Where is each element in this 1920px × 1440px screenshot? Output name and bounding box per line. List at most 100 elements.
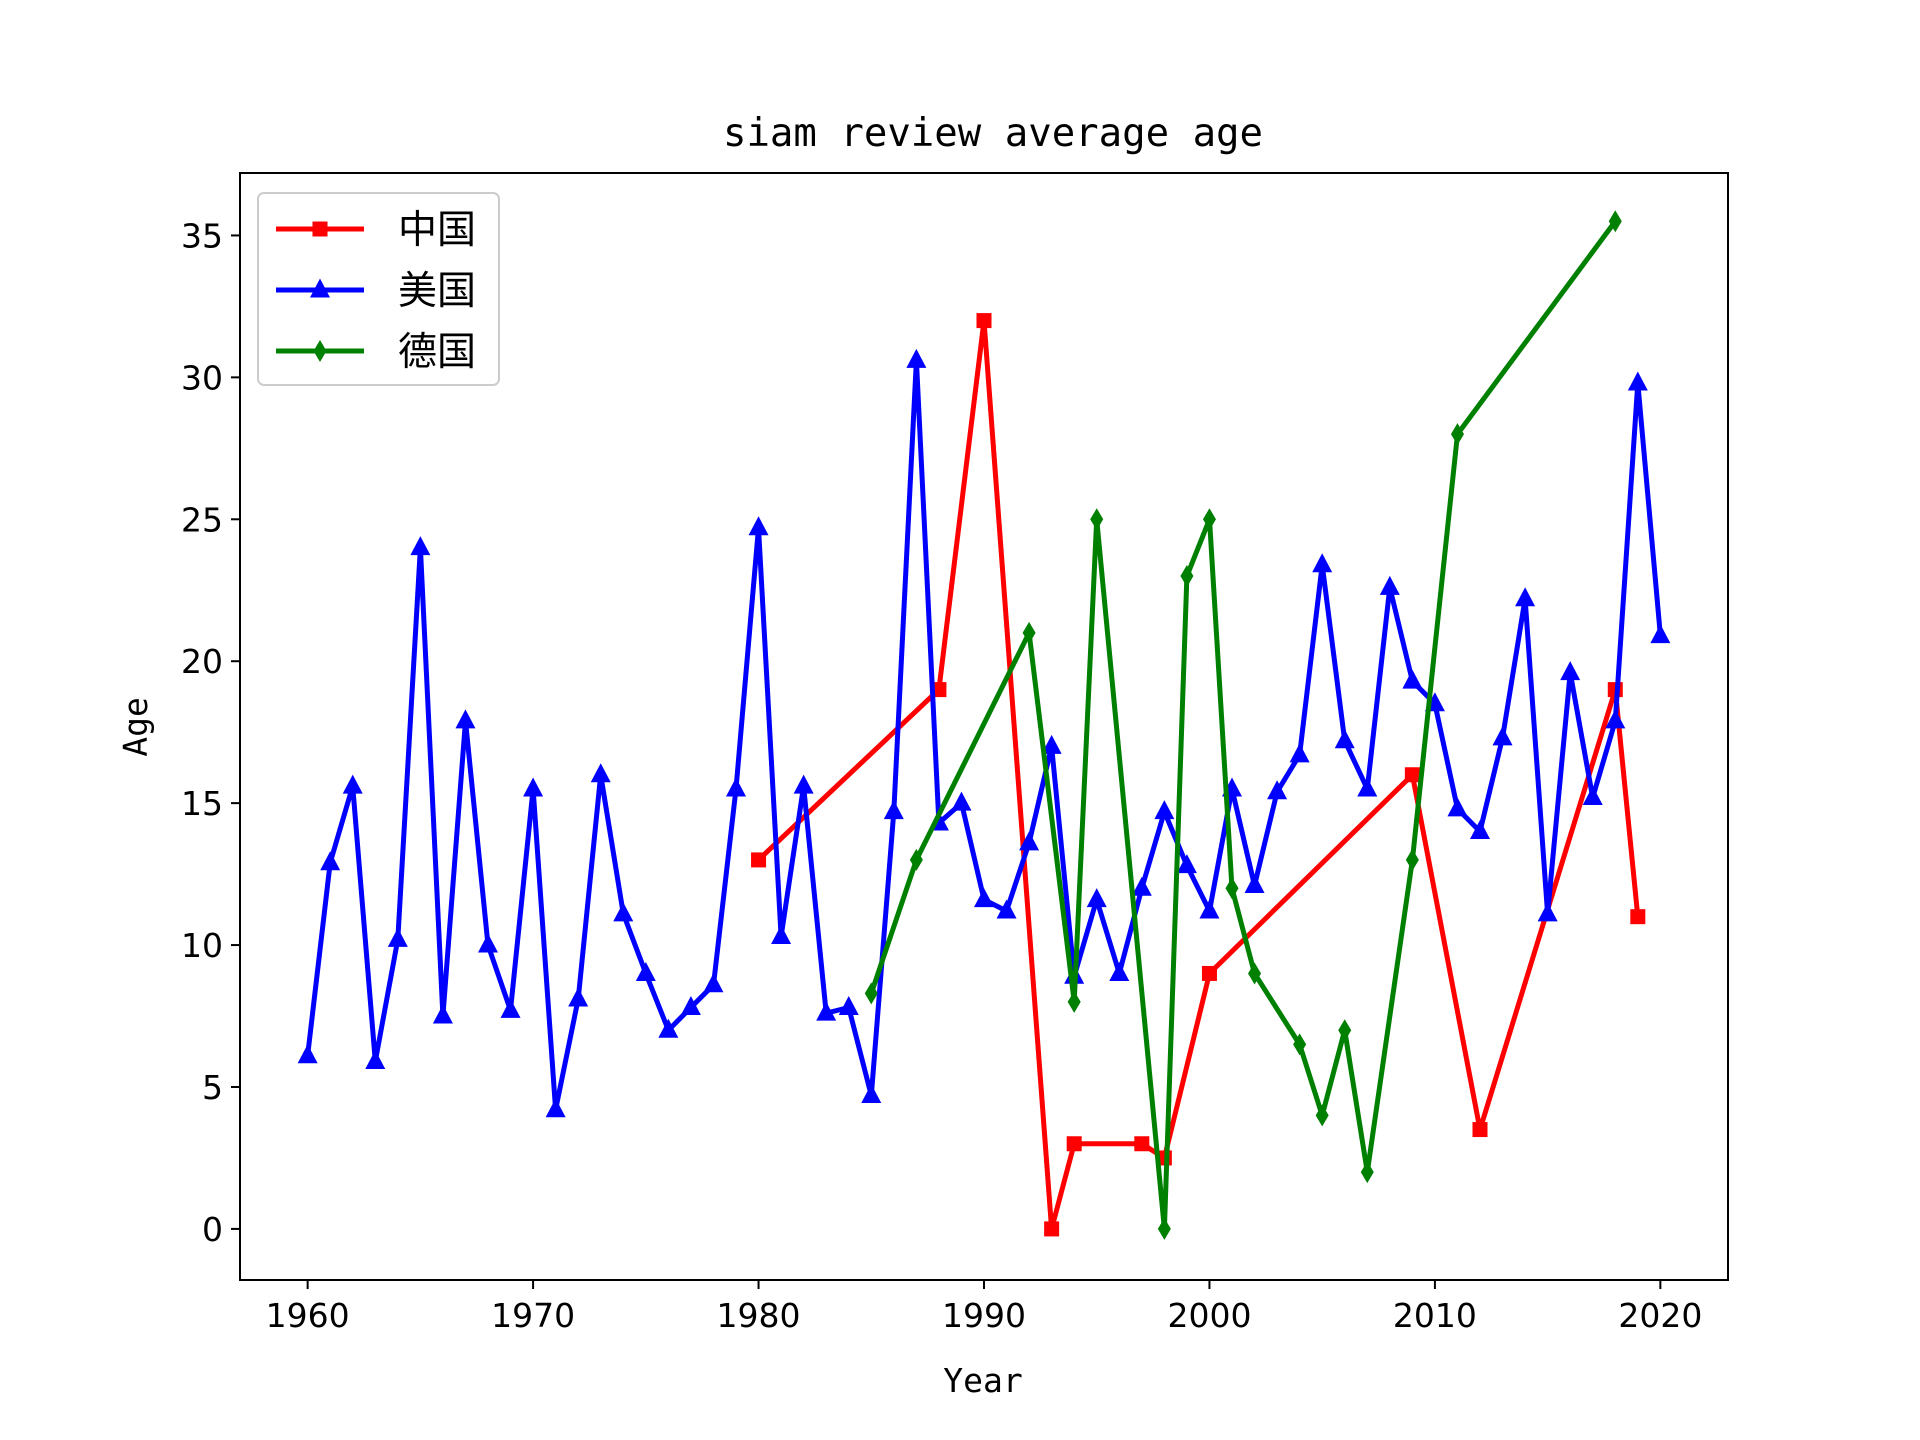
series-2-point [523,777,544,797]
x-tick-label: 1970 [491,1296,575,1335]
series-2-point [387,927,408,947]
series-3-point [1022,621,1036,644]
x-tick-label: 2010 [1393,1296,1477,1335]
series-2-point [613,902,634,922]
series-2-point [1289,743,1310,763]
series-1-line [754,318,1641,1232]
series-2-point [365,1049,386,1069]
x-axis: 1960 1970 1980 1990 2000 2010 2020 [266,1280,1702,1335]
legend-item: 中国 [276,208,476,253]
series-2-point [726,777,746,797]
series-2-point [838,996,859,1016]
series-1-point [1630,909,1646,925]
series-1-point [1066,1136,1082,1152]
series-1-point [1134,1136,1150,1152]
x-tick-label: 2000 [1167,1296,1251,1335]
series-3-point [1360,1161,1374,1184]
series-3-point [1067,990,1081,1013]
legend-label: 美国 [398,269,476,314]
series-2-group [297,348,1671,1118]
series-2-point [974,888,994,908]
series-1-point [976,313,992,329]
series-2-point [590,763,611,783]
series-1-point [1472,1122,1488,1138]
legend-marker [313,340,327,362]
series-2-point [658,1018,679,1038]
y-tick-label: 30 [181,358,223,397]
series-2-point [1537,902,1558,922]
x-tick-label: 1960 [266,1296,350,1335]
series-3-point [1180,565,1194,588]
series-3-point [1157,1217,1171,1240]
series-3-point [909,848,923,871]
series-3-point [1248,962,1262,985]
series-1-point [1404,767,1420,783]
series-2-point [1447,797,1468,817]
series-2-point [1154,800,1175,820]
series-2-point [1199,899,1220,919]
series-2-point [1109,961,1130,981]
legend-item: 德国 [276,330,476,375]
series-2-point [1470,820,1490,840]
series-2-point [680,996,701,1016]
series-1-point [931,682,947,698]
series-3-point [1315,1104,1329,1127]
series-2-point [500,998,521,1018]
series-2-point [568,987,589,1007]
y-tick-label: 25 [181,500,223,539]
series-2-point [1379,575,1400,595]
legend-label: 中国 [398,208,476,253]
y-tick-label: 10 [181,926,223,965]
series-2-point [1492,726,1513,746]
legend-label: 德国 [398,330,476,375]
series-3-point [864,982,878,1005]
x-axis-label: Year [943,1361,1022,1400]
series-3-group [864,210,1622,1240]
legend-marker [310,278,330,298]
series-2-point [1086,888,1107,908]
series-2-point [1267,780,1288,800]
series-3-point [1293,1033,1307,1056]
series-2-point [1627,371,1648,391]
series-3-point [1090,508,1104,531]
series-2-point [545,1098,566,1118]
plot-area [297,210,1671,1240]
series-2-point [1650,624,1671,644]
series-2-point [1334,729,1355,749]
series-2-point [793,774,814,794]
x-tick-label: 1990 [942,1296,1026,1335]
y-tick-label: 0 [202,1210,223,1249]
series-2-point [1357,777,1378,797]
y-tick-label: 35 [181,216,223,255]
series-2-point [297,1044,318,1064]
series-2-point [1605,709,1626,729]
series-1-point [1201,965,1217,981]
series-2-point [861,1084,882,1103]
series-3-point [1405,848,1419,871]
series-2-point [883,800,904,820]
series-2-point [703,973,724,993]
series-2-point [771,925,792,945]
series-2-point [816,1001,837,1021]
series-3-point [1225,877,1239,900]
series-2-point [1176,854,1197,874]
series-2-point [748,516,769,536]
series-1-point [751,852,767,868]
legend-box [257,192,500,386]
y-axis: 0 5 10 15 20 25 30 35 [181,216,240,1249]
series-3-point [1338,1019,1352,1042]
series-2-point [342,774,363,794]
y-axis-label: Age [116,697,155,757]
y-tick-label: 20 [181,642,223,681]
series-2-point [951,791,972,811]
series-2-point [1515,587,1536,607]
series-2-point [478,933,498,953]
series-2-point [432,1004,453,1024]
series-2-point [320,851,341,871]
series-2-point [996,899,1017,919]
x-tick-label: 1980 [717,1296,801,1335]
series-1-point [1044,1221,1060,1237]
series-2-point [1244,873,1265,893]
